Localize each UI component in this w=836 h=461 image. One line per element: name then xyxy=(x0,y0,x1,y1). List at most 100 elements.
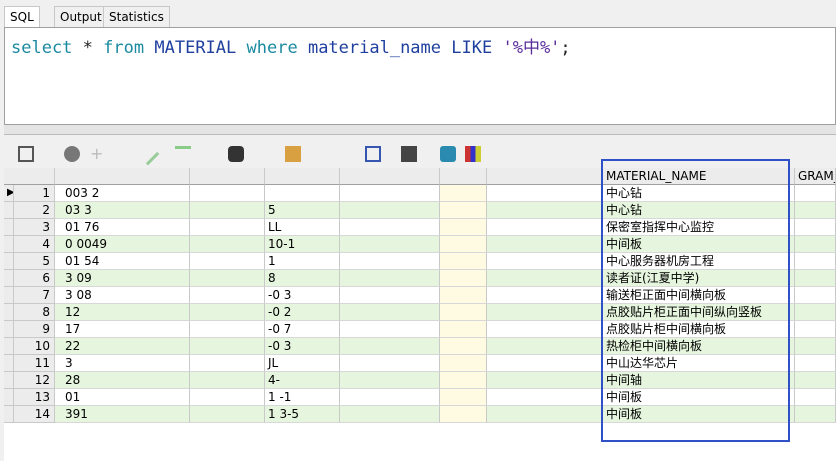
data-cell xyxy=(795,236,836,253)
print-icon[interactable] xyxy=(285,146,301,162)
data-cell xyxy=(487,287,603,304)
column-header: MATERIAL_NAME xyxy=(603,168,795,185)
chart-icon[interactable] xyxy=(465,146,481,162)
data-cell: 12 xyxy=(55,304,190,321)
material-name-cell: 输送柜正面中间横向板 xyxy=(603,287,795,304)
data-cell xyxy=(795,287,836,304)
data-cell xyxy=(190,219,265,236)
data-cell xyxy=(795,185,836,202)
column-header xyxy=(340,168,440,185)
tab[interactable]: SQL xyxy=(4,6,40,27)
find-icon[interactable] xyxy=(228,146,244,162)
data-cell xyxy=(340,338,440,355)
data-cell xyxy=(487,185,603,202)
grid-icon[interactable] xyxy=(18,146,34,162)
data-cell xyxy=(440,287,487,304)
data-cell xyxy=(487,304,603,321)
data-cell xyxy=(795,372,836,389)
data-cell: 17 xyxy=(55,321,190,338)
data-cell xyxy=(340,270,440,287)
data-cell xyxy=(340,321,440,338)
data-cell: 5 xyxy=(265,202,340,219)
row-number: 10 xyxy=(14,338,55,355)
column-header xyxy=(190,168,265,185)
tree-icon[interactable] xyxy=(365,146,381,162)
data-cell: 391 xyxy=(55,406,190,423)
data-cell: JL xyxy=(265,355,340,372)
data-cell xyxy=(340,287,440,304)
tab[interactable]: Statistics xyxy=(103,6,170,27)
data-cell xyxy=(440,389,487,406)
data-cell xyxy=(440,338,487,355)
column-header xyxy=(440,168,487,185)
data-cell: -0 7 xyxy=(265,321,340,338)
data-cell xyxy=(190,270,265,287)
data-cell: 0 0049 xyxy=(55,236,190,253)
material-name-cell: 中心服务器机房工程 xyxy=(603,253,795,270)
row-indicator xyxy=(4,389,14,406)
row-indicator xyxy=(4,321,14,338)
data-cell xyxy=(440,202,487,219)
column-header xyxy=(265,168,340,185)
data-cell xyxy=(440,406,487,423)
add-icon[interactable]: + xyxy=(90,144,104,163)
data-cell: 03 3 xyxy=(55,202,190,219)
row-number: 14 xyxy=(14,406,55,423)
row-number: 4 xyxy=(14,236,55,253)
data-cell: -0 3 xyxy=(265,287,340,304)
data-cell xyxy=(440,219,487,236)
next-icon[interactable] xyxy=(175,146,191,162)
row-indicator xyxy=(4,338,14,355)
data-cell: 3 08 xyxy=(55,287,190,304)
row-number: 6 xyxy=(14,270,55,287)
result-grid: MATERIAL_NAME GRAM_ ▶ 1 003 2 中心钻 2 03 3 5 中心钻 3 01… xyxy=(4,168,836,461)
data-cell xyxy=(190,389,265,406)
data-cell xyxy=(190,202,265,219)
data-cell xyxy=(795,406,836,423)
sql-token: material_name xyxy=(307,38,442,58)
row-number: 5 xyxy=(14,253,55,270)
data-cell xyxy=(190,236,265,253)
data-cell xyxy=(487,219,603,236)
material-name-cell: 中间轴 xyxy=(603,372,795,389)
data-cell xyxy=(487,321,603,338)
data-cell xyxy=(487,406,603,423)
data-cell xyxy=(487,253,603,270)
material-name-cell: 中间板 xyxy=(603,406,795,423)
lock-icon[interactable] xyxy=(64,146,80,162)
row-number: 13 xyxy=(14,389,55,406)
row-indicator xyxy=(4,253,14,270)
data-cell xyxy=(487,202,603,219)
data-cell xyxy=(340,304,440,321)
data-cell xyxy=(265,185,340,202)
tab[interactable]: Output xyxy=(54,6,108,27)
data-cell xyxy=(440,253,487,270)
column-header xyxy=(55,168,190,185)
row-number: 8 xyxy=(14,304,55,321)
row-indicator xyxy=(4,355,14,372)
save-icon[interactable] xyxy=(401,146,417,162)
material-name-cell: 中心钻 xyxy=(603,202,795,219)
data-cell xyxy=(340,202,440,219)
data-cell xyxy=(440,321,487,338)
data-cell: 3 09 xyxy=(55,270,190,287)
db-icon[interactable] xyxy=(440,146,456,162)
toolbar xyxy=(4,138,836,168)
data-cell: 01 76 xyxy=(55,219,190,236)
data-cell xyxy=(340,236,440,253)
splitter xyxy=(4,125,836,135)
row-number: 11 xyxy=(14,355,55,372)
material-name-cell: 读者证(江夏中学) xyxy=(603,270,795,287)
row-number: 12 xyxy=(14,372,55,389)
material-name-cell: 中心钻 xyxy=(603,185,795,202)
row-number: 7 xyxy=(14,287,55,304)
row-number: 1 xyxy=(14,185,55,202)
data-cell xyxy=(340,372,440,389)
data-cell xyxy=(440,270,487,287)
row-indicator xyxy=(4,287,14,304)
row-indicator xyxy=(4,202,14,219)
row-indicator: ▶ xyxy=(4,185,14,202)
sql-editor[interactable]: select * from MATERIAL where material_na… xyxy=(4,27,836,125)
data-cell xyxy=(795,389,836,406)
sql-token: ; xyxy=(560,38,571,58)
